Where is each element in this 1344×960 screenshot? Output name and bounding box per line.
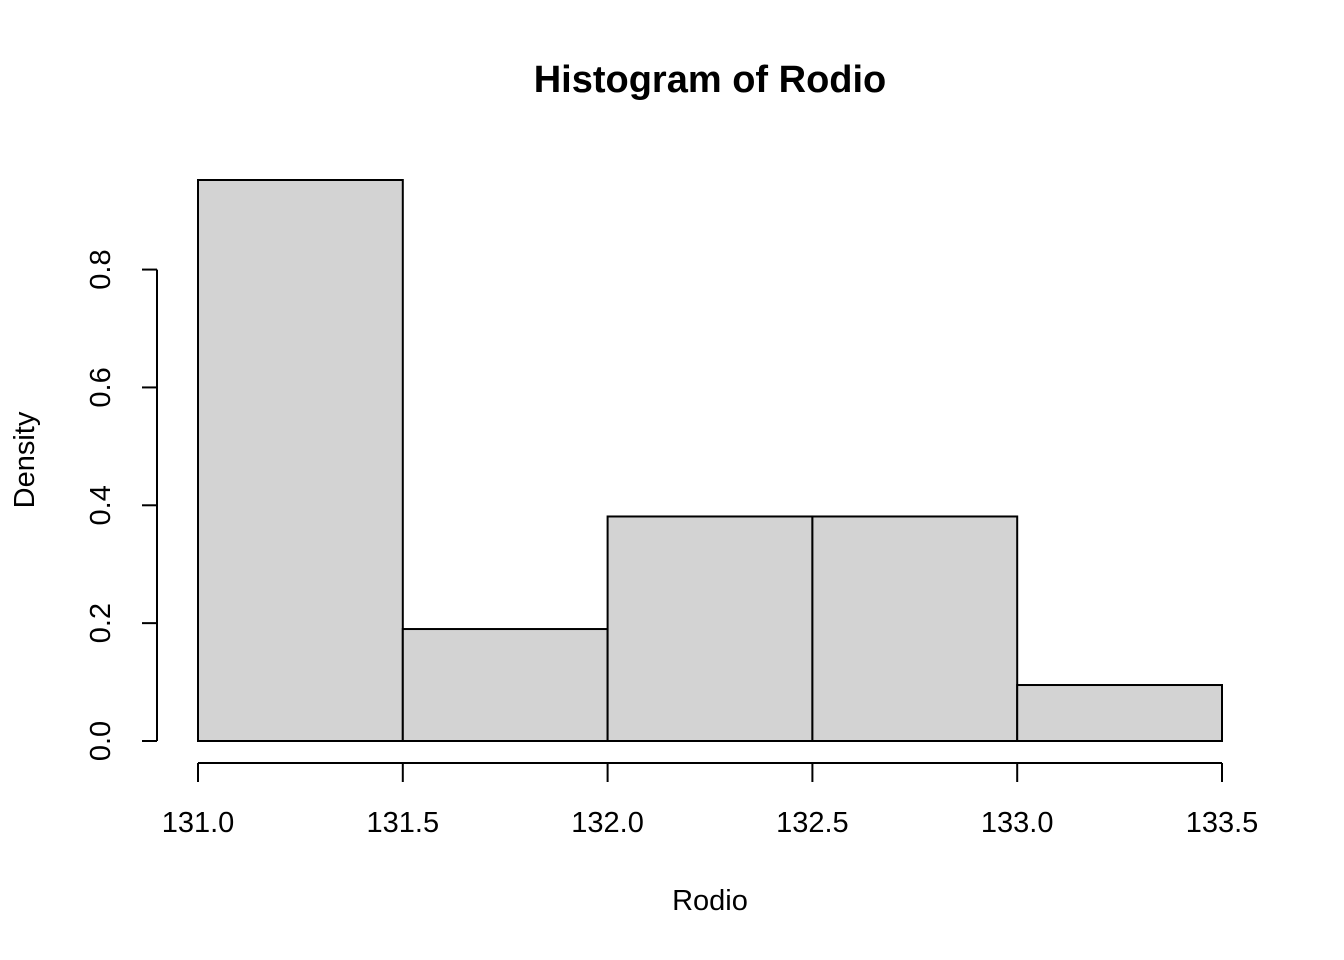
y-tick-label: 0.8 [85, 249, 117, 289]
y-tick-label: 0.6 [85, 367, 117, 407]
y-axis-ticks: 0.0 0.2 0.4 0.6 0.8 [85, 249, 157, 761]
x-tick-label: 133.5 [1186, 807, 1259, 839]
x-axis-label: Rodio [672, 885, 748, 917]
x-tick-label: 131.0 [162, 807, 235, 839]
x-tick-label: 133.0 [981, 807, 1054, 839]
y-tick-label: 0.0 [85, 721, 117, 761]
x-tick-label: 132.5 [776, 807, 849, 839]
histogram-bar [811, 515, 1019, 742]
histogram-bar [401, 628, 609, 742]
x-tick-label: 132.0 [571, 807, 644, 839]
histogram-bars [197, 179, 1224, 743]
histogram-bar [1016, 684, 1224, 743]
y-tick-label: 0.4 [85, 485, 117, 525]
y-axis-label: Density [9, 411, 41, 508]
chart-title: Histogram of Rodio [534, 59, 887, 101]
x-tick-label: 131.5 [367, 807, 440, 839]
y-tick-label: 0.2 [85, 603, 117, 643]
histogram-bar [197, 179, 404, 742]
x-axis-ticks: 131.0 131.5 132.0 132.5 133.0 133.5 [162, 763, 1259, 839]
histogram-bar [606, 515, 814, 742]
